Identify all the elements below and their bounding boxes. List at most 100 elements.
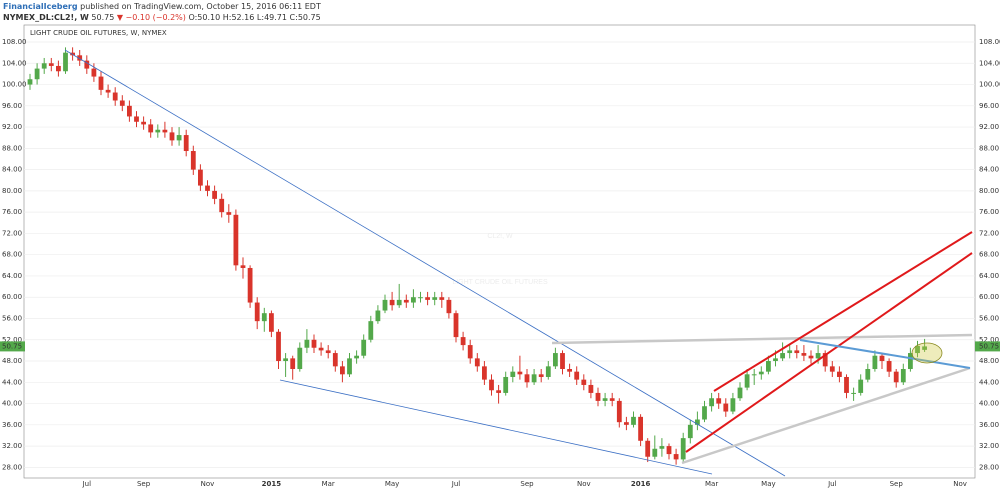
watermark-subtitle: LIGHT CRUDE OIL FUTURES: [452, 279, 548, 286]
candle-body: [34, 68, 40, 80]
candle-body: [844, 376, 849, 393]
x-tick-label: Sep: [520, 480, 534, 488]
candle-body: [602, 398, 608, 401]
x-tick-label: Nov: [953, 480, 967, 488]
candle-body: [276, 331, 281, 362]
candle-body: [212, 190, 217, 199]
y-tick-label-right: 56.00: [979, 314, 999, 322]
candle-body: [219, 198, 225, 213]
candle-body: [567, 369, 572, 372]
candle-body: [915, 345, 920, 354]
y-tick-label-right: 96.00: [979, 102, 999, 110]
x-tick-label: Mar: [322, 480, 335, 488]
candle-body: [77, 55, 83, 61]
candle-body: [418, 297, 423, 299]
candle-body: [453, 313, 459, 338]
candle-body: [261, 313, 267, 322]
candle-body: [474, 358, 480, 367]
candle-body: [382, 299, 388, 311]
candle-body: [837, 371, 842, 377]
y-tick-label: 64.00: [2, 272, 22, 280]
candle-body: [347, 358, 352, 375]
y-tick-label: 92.00: [2, 123, 22, 131]
candle-body: [531, 374, 537, 383]
candle-body: [290, 358, 296, 370]
candle-body: [581, 379, 587, 385]
candle-body: [269, 313, 274, 332]
candle-body: [297, 347, 303, 370]
trend-line: [279, 379, 713, 475]
candle-body: [673, 454, 679, 460]
watermark: CL2!, W: [487, 233, 513, 240]
y-tick-label-right: 76.00: [979, 208, 999, 216]
candle-body: [198, 169, 203, 186]
candle-body: [375, 310, 381, 322]
candle-body: [354, 355, 359, 359]
y-tick-label-right: 100.00: [979, 81, 1000, 89]
grid: [24, 41, 975, 468]
candle-body: [624, 422, 629, 425]
y-tick-label: 80.00: [2, 187, 22, 195]
candle-body: [176, 135, 182, 141]
x-tick-label: May: [385, 480, 399, 488]
candle-body: [247, 267, 253, 303]
y-tick-label: 68.00: [2, 251, 22, 259]
candle-body: [368, 321, 374, 340]
y-tick-label-right: 60.00: [979, 293, 999, 301]
candle-body: [396, 299, 402, 306]
candle-body: [205, 185, 210, 191]
candle-body: [56, 65, 61, 72]
x-tick-label: Jul: [451, 480, 461, 488]
candle-body: [524, 374, 530, 383]
candle-body: [822, 353, 828, 367]
x-tick-label: Sep: [137, 480, 151, 488]
candle-body: [482, 366, 487, 380]
candle-body: [652, 448, 658, 457]
author[interactable]: FinancialIceberg: [3, 2, 78, 11]
candle-body: [680, 438, 686, 460]
x-tick-label: May: [761, 480, 775, 488]
y-tick-label: 56.00: [2, 314, 22, 322]
candle-body: [879, 355, 885, 362]
candle-body: [240, 265, 246, 268]
candle-body: [134, 116, 139, 122]
resistance-line: [551, 333, 973, 345]
candle-body: [190, 151, 196, 170]
y-tick-label-right: 104.00: [979, 59, 1000, 67]
y-tick-label-right: 52.00: [979, 336, 999, 344]
y-tick-label-right: 44.00: [979, 378, 999, 386]
candle-body: [91, 68, 97, 77]
ohlc-open: O:50.10: [188, 13, 220, 22]
candle-body: [148, 124, 154, 133]
candle-body: [922, 346, 927, 350]
drawings: [64, 49, 973, 477]
candle-body: [787, 350, 793, 354]
y-tick-label-right: 72.00: [979, 229, 999, 237]
candle-body: [112, 92, 118, 101]
y-tick-label: 76.00: [2, 208, 22, 216]
y-tick-label: 52.00: [2, 336, 22, 344]
candle-body: [27, 79, 33, 85]
symbol-line: NYMEX_DL:CL2!, W 50.75 ▼ −0.10 (−0.2%) O…: [3, 13, 321, 22]
candle-body: [758, 371, 764, 375]
candle-body: [638, 416, 643, 441]
y-tick-label: 60.00: [2, 293, 22, 301]
y-tick-label-right: 48.00: [979, 357, 999, 365]
candle-body: [467, 345, 473, 359]
x-tick-label: Nov: [577, 480, 591, 488]
candle-body: [794, 350, 800, 354]
candle-body: [574, 371, 580, 380]
candle-body: [808, 355, 814, 359]
y-tick-label: 84.00: [2, 166, 22, 174]
candle-body: [872, 355, 878, 370]
chart-title: LIGHT CRUDE OIL FUTURES, W, NYMEX: [30, 29, 167, 37]
candle-body: [439, 297, 445, 300]
y-tick-label-right: 108.00: [979, 38, 1000, 46]
y-tick-label-right: 88.00: [979, 144, 999, 152]
y-tick-label-right: 36.00: [979, 421, 999, 429]
candle-body: [183, 135, 189, 152]
y-tick-label-right: 28.00: [979, 463, 999, 471]
candle-body: [162, 129, 168, 133]
candle-body: [332, 353, 338, 367]
highlight: [911, 342, 943, 364]
